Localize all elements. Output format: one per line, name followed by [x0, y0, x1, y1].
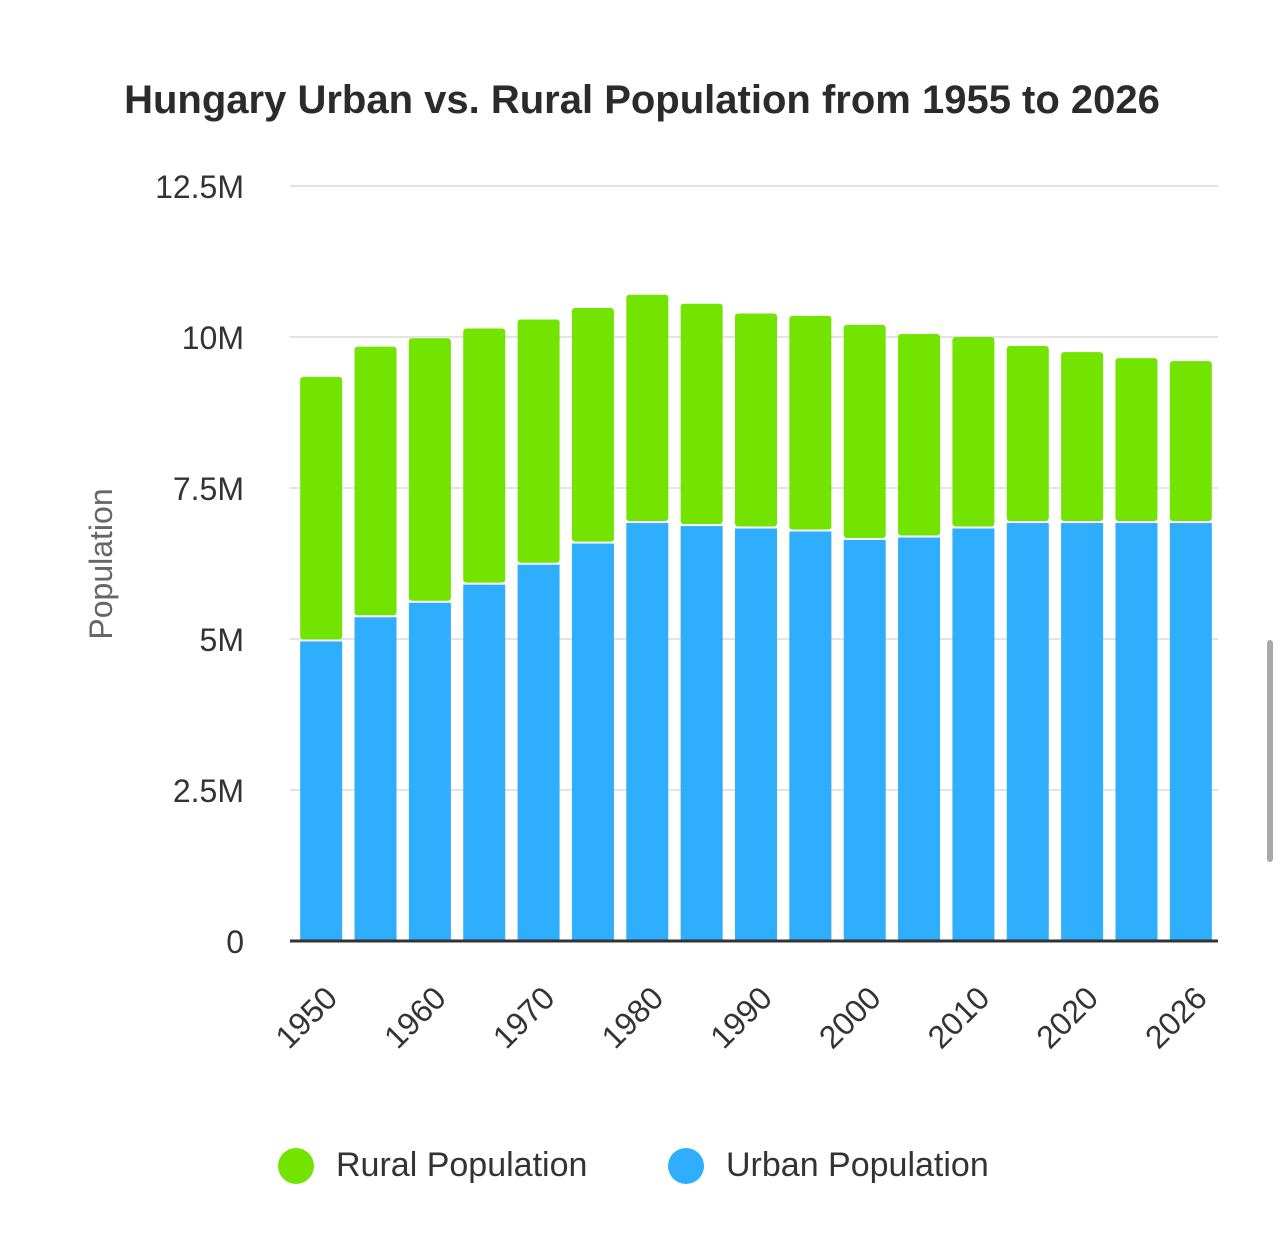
bar-urban: [408, 602, 451, 941]
bar-urban: [898, 537, 941, 941]
x-tick-label: 1970: [486, 979, 562, 1055]
bar-rural: [843, 324, 886, 538]
y-tick-label: 2.5M: [173, 773, 244, 809]
x-tick-label: 2000: [812, 979, 888, 1055]
legend-dot-urban: [668, 1147, 704, 1184]
bar-rural: [789, 315, 832, 530]
bar-rural: [1169, 361, 1212, 522]
bar-urban: [354, 617, 397, 941]
bar-urban: [1115, 523, 1158, 941]
legend-dot-rural: [278, 1147, 314, 1184]
bar-urban: [1006, 523, 1049, 941]
x-tick-label: 2010: [921, 979, 997, 1055]
bar-rural: [898, 333, 941, 536]
y-tick-label: 0: [226, 924, 244, 960]
bar-urban: [735, 528, 777, 941]
legend: Rural Population Urban Population: [0, 1146, 1284, 1196]
legend-item-urban[interactable]: Urban Population: [668, 1146, 989, 1185]
bar-urban: [300, 641, 343, 941]
bar-rural: [408, 338, 451, 601]
y-tick-label: 7.5M: [173, 471, 244, 507]
bar-urban: [789, 531, 832, 941]
bar-urban: [1169, 523, 1212, 941]
y-tick-label: 5M: [200, 622, 244, 658]
bar-rural: [517, 319, 560, 563]
bar-rural: [735, 313, 777, 527]
x-tick-label: 1980: [594, 979, 670, 1055]
legend-item-rural[interactable]: Rural Population: [278, 1146, 587, 1185]
legend-label-rural: Rural Population: [336, 1146, 588, 1184]
bar-rural: [1006, 346, 1049, 522]
bar-urban: [680, 526, 723, 941]
bar-rural: [952, 337, 995, 527]
bar-urban: [571, 543, 614, 941]
bar-rural: [680, 303, 723, 525]
bar-urban: [952, 528, 995, 941]
bar-rural: [300, 376, 343, 640]
bar-urban: [626, 523, 669, 941]
x-tick-label: 1950: [268, 979, 344, 1055]
bar-rural: [571, 308, 614, 542]
x-tick-label: 2026: [1138, 979, 1214, 1055]
x-tick-label: 2020: [1029, 979, 1105, 1055]
bar-rural: [463, 328, 506, 583]
y-tick-label: 10M: [182, 320, 244, 356]
scrollbar[interactable]: [1267, 640, 1273, 862]
x-tick-label: 1960: [377, 979, 453, 1055]
legend-label-urban: Urban Population: [726, 1146, 989, 1184]
bar-urban: [463, 584, 506, 941]
bar-rural: [626, 294, 669, 522]
bar-rural: [1115, 358, 1158, 522]
bar-rural: [354, 346, 397, 616]
y-axis-label: Population: [83, 488, 119, 639]
chart-title: Hungary Urban vs. Rural Population from …: [124, 78, 1160, 122]
y-tick-label: 12.5M: [155, 169, 244, 205]
bar-urban: [517, 564, 560, 941]
bar-urban: [843, 539, 886, 941]
x-tick-label: 1990: [703, 979, 779, 1055]
bar-urban: [1061, 523, 1104, 941]
bar-rural: [1061, 352, 1104, 522]
